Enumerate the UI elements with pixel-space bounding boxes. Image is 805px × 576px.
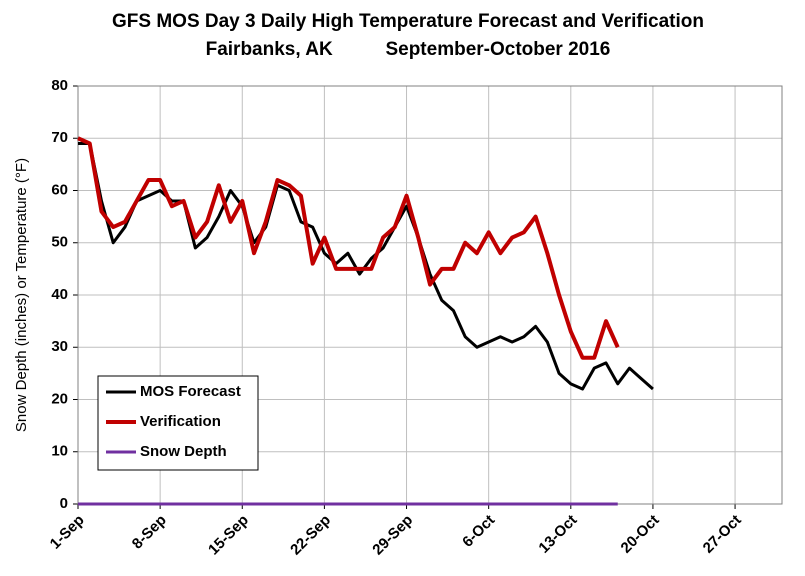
x-tick-label: 27-Oct bbox=[700, 512, 745, 557]
chart-title: GFS MOS Day 3 Daily High Temperature For… bbox=[112, 11, 704, 32]
y-tick-label: 20 bbox=[51, 390, 68, 407]
legend-label: MOS Forecast bbox=[140, 383, 241, 400]
legend-label: Verification bbox=[140, 413, 221, 430]
y-tick-label: 30 bbox=[51, 338, 68, 355]
legend-label: Snow Depth bbox=[140, 443, 227, 460]
x-tick-label: 29-Sep bbox=[369, 512, 416, 559]
y-tick-label: 40 bbox=[51, 286, 68, 303]
x-tick-label: 20-Oct bbox=[618, 512, 663, 557]
line-series bbox=[78, 141, 654, 391]
x-tick-label: 6-Oct bbox=[459, 512, 498, 551]
x-tick-label: 1-Sep bbox=[47, 512, 88, 553]
y-axis-label: Snow Depth (inches) or Temperature (°F) bbox=[13, 158, 30, 432]
y-tick-label: 60 bbox=[51, 181, 68, 198]
chart-subtitle: Fairbanks, AK September-October 2016 bbox=[206, 39, 611, 60]
x-tick-label: 22-Sep bbox=[287, 512, 334, 559]
x-tick-label: 8-Sep bbox=[129, 512, 170, 553]
x-tick-label: 15-Sep bbox=[205, 512, 252, 559]
y-tick-label: 50 bbox=[51, 234, 68, 251]
y-tick-label: 80 bbox=[51, 77, 68, 94]
x-tick-label: 13-Oct bbox=[535, 512, 580, 557]
y-tick-label: 10 bbox=[51, 443, 68, 460]
y-tick-label: 70 bbox=[51, 129, 68, 146]
line-series bbox=[77, 136, 620, 360]
y-tick-label: 0 bbox=[60, 495, 68, 512]
